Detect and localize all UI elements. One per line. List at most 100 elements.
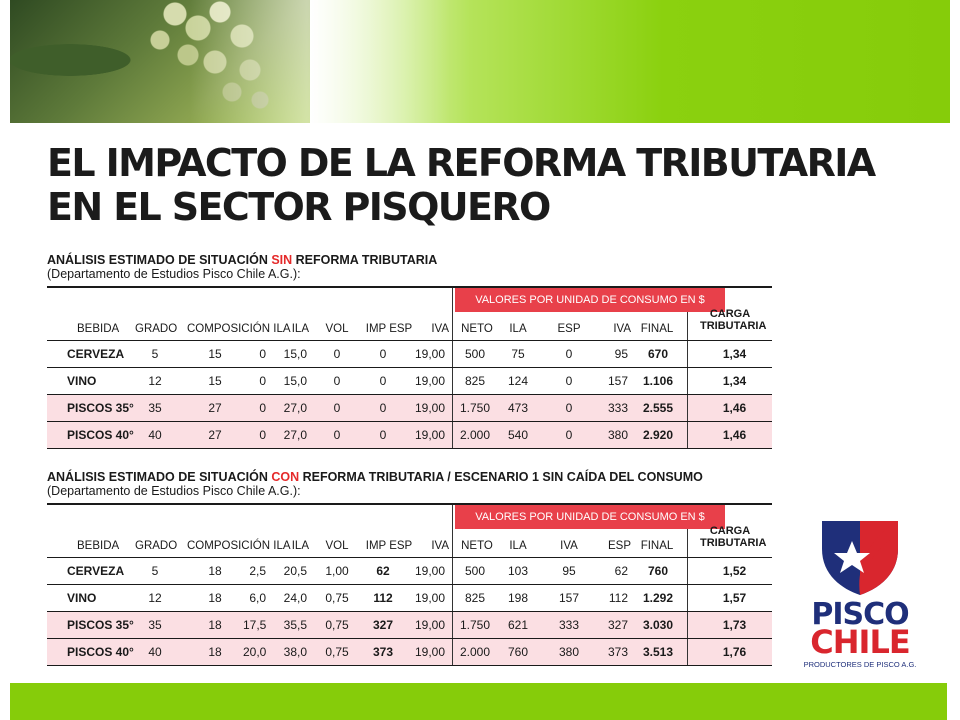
column-header: VOL: [325, 540, 349, 552]
table-cell: 124: [507, 374, 529, 388]
table-row: PISCOS 40° 40 18 20,0 38,0 0,75 373 19,00 2.000 7…: [47, 638, 772, 665]
table-cell: 27,0: [283, 401, 307, 415]
column-header: GRADO: [135, 540, 178, 552]
table-cell: 35: [148, 618, 162, 632]
column-header: ILA: [291, 323, 309, 335]
column-header: GRADO: [135, 323, 178, 335]
column-separator: [687, 585, 688, 611]
table1-caption-a: ANÁLISIS ESTIMADO DE SITUACIÓN: [47, 253, 272, 267]
table-cell: 327: [372, 618, 394, 632]
table-cell: 62: [376, 564, 390, 578]
table-row: PISCOS 35° 35 18 17,5 35,5 0,75 327 19,00 1.750 6…: [47, 611, 772, 638]
table-row: PISCOS 40° 40 27 0 27,0 0 0 19,00 2.000 540 0 380 2.…: [47, 421, 772, 448]
column-header: NETO: [461, 323, 493, 335]
table-cell: 0: [379, 347, 387, 361]
pisco-chile-logo: PISCO CHILE PRODUCTORES DE PISCO A.G.: [800, 515, 920, 675]
table-cell: 1,52: [722, 564, 747, 578]
column-header: COMPOSICIÓN ILA: [187, 540, 291, 552]
column-separator: [687, 312, 688, 340]
table-cell: 35: [148, 401, 162, 415]
beverage-name: PISCOS 35°: [67, 401, 134, 415]
table-cell: 760: [647, 564, 669, 578]
table2-source: (Departamento de Estudios Pisco Chile A.…: [47, 484, 301, 498]
column-separator: [687, 368, 688, 394]
beverage-name: PISCOS 35°: [67, 618, 134, 632]
page-title: EL IMPACTO DE LA REFORMA TRIBUTARIA EN E…: [47, 141, 876, 229]
table-cell: 12: [148, 374, 162, 388]
table-cell: 2,5: [249, 564, 266, 578]
column-separator: [687, 341, 688, 367]
table-cell: 0: [565, 401, 573, 415]
carga-tributaria-header: CARGA TRIBUTARIA: [700, 525, 766, 549]
table-cell: 95: [562, 564, 576, 578]
table-cell: 0: [565, 428, 573, 442]
logo-text-pisco: PISCO: [811, 597, 909, 632]
table-row: PISCOS 35° 35 27 0 27,0 0 0 19,00 1.750 473 0 333 2.…: [47, 394, 772, 421]
beverage-name: VINO: [67, 591, 97, 605]
values-group-header: VALORES POR UNIDAD DE CONSUMO EN $: [455, 505, 725, 529]
column-separator: [452, 585, 453, 611]
column-separator: [452, 368, 453, 394]
table-con-reforma: VALORES POR UNIDAD DE CONSUMO EN $ BEBIDA…: [47, 503, 772, 666]
table-cell: 62: [614, 564, 628, 578]
table-cell: 327: [607, 618, 628, 632]
title-line-1: EL IMPACTO DE LA REFORMA TRIBUTARIA: [47, 141, 876, 185]
table-cell: 1,57: [722, 591, 747, 605]
table-cell: 1,34: [722, 347, 747, 361]
table-cell: 40: [148, 428, 162, 442]
table-cell: 35,5: [283, 618, 307, 632]
column-separator: [687, 639, 688, 665]
column-separator: [452, 288, 453, 340]
table-cell: 3.513: [642, 645, 674, 659]
table1-caption: ANÁLISIS ESTIMADO DE SITUACIÓN SIN REFOR…: [47, 253, 437, 281]
column-header: FINAL: [640, 323, 674, 335]
table-cell: 760: [507, 645, 529, 659]
table-cell: 17,5: [243, 618, 267, 632]
header-banner: [10, 0, 950, 123]
table-cell: 540: [507, 428, 529, 442]
table-cell: 19,00: [414, 374, 445, 388]
table-cell: 621: [507, 618, 529, 632]
column-separator: [452, 639, 453, 665]
column-header: VOL: [325, 323, 349, 335]
table-cell: 6,0: [249, 591, 266, 605]
table-cell: 27: [208, 428, 222, 442]
column-separator: [452, 341, 453, 367]
table-cell: 0,75: [325, 618, 349, 632]
column-header: ESP: [607, 540, 631, 552]
table-cell: 5: [151, 564, 159, 578]
shield-star-icon: [822, 521, 898, 595]
table-cell: 5: [151, 347, 159, 361]
column-header: IVA: [431, 323, 449, 335]
column-separator: [452, 422, 453, 448]
table-cell: 825: [464, 374, 486, 388]
table-cell: 24,0: [283, 591, 307, 605]
table1-caption-highlight: SIN: [271, 253, 293, 267]
table-cell: 0: [565, 347, 573, 361]
table-cell: 1.750: [459, 401, 491, 415]
table-cell: 15: [208, 347, 222, 361]
column-header: BEBIDA: [77, 323, 120, 335]
table-cell: 15,0: [283, 347, 307, 361]
beverage-name: VINO: [67, 374, 97, 388]
table-cell: 75: [511, 347, 525, 361]
table-cell: 20,0: [243, 645, 267, 659]
table2-caption-highlight: CON: [271, 470, 300, 484]
table-cell: 1,34: [722, 374, 747, 388]
values-group-header: VALORES POR UNIDAD DE CONSUMO EN $: [455, 288, 725, 312]
table-cell: 0: [259, 374, 266, 388]
table-cell: 1.292: [642, 591, 674, 605]
column-separator: [687, 558, 688, 584]
table-cell: 19,00: [414, 428, 445, 442]
column-header: NETO: [461, 540, 493, 552]
table-cell: 1,00: [325, 564, 349, 578]
table-cell: 19,00: [414, 564, 445, 578]
table-cell: 0: [333, 428, 341, 442]
column-separator: [452, 505, 453, 557]
column-header: BEBIDA: [77, 540, 120, 552]
table-cell: 1.750: [459, 618, 491, 632]
carga-tributaria-header: CARGA TRIBUTARIA: [700, 308, 766, 332]
table2-caption-b: REFORMA TRIBUTARIA / ESCENARIO 1 SIN CAÍ…: [299, 470, 703, 484]
table-cell: 20,5: [283, 564, 307, 578]
table-cell: 1,46: [722, 401, 747, 415]
